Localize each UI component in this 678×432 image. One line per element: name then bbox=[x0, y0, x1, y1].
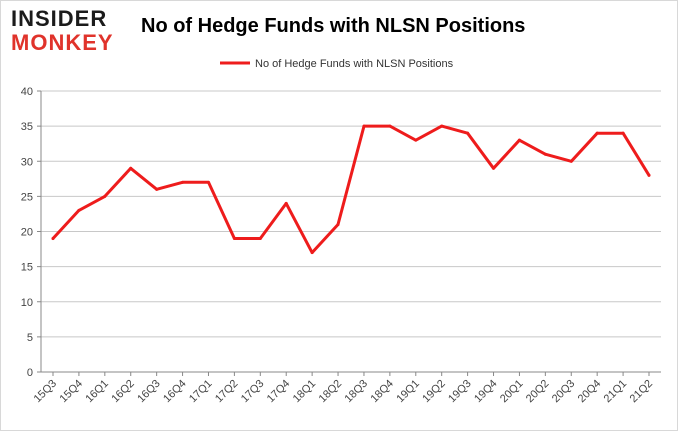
x-tick-label-20Q4: 20Q4 bbox=[576, 378, 604, 406]
x-tick-label-18Q1: 18Q1 bbox=[291, 378, 319, 406]
y-tick-label-30: 30 bbox=[21, 156, 33, 168]
x-tick-label-19Q4: 19Q4 bbox=[472, 378, 500, 406]
data-point-20Q1 bbox=[517, 138, 521, 142]
x-tick-label-19Q1: 19Q1 bbox=[394, 378, 422, 406]
series-line-0 bbox=[51, 124, 651, 255]
chart-title: No of Hedge Funds with NLSN Positions bbox=[141, 15, 526, 37]
x-tick-label-19Q3: 19Q3 bbox=[446, 378, 474, 406]
x-tick-label-15Q3: 15Q3 bbox=[32, 378, 60, 406]
legend-label: No of Hedge Funds with NLSN Positions bbox=[255, 58, 454, 70]
x-tick-label-20Q1: 20Q1 bbox=[498, 378, 526, 406]
x-tick-label-19Q2: 19Q2 bbox=[420, 378, 448, 406]
x-tick-label-18Q4: 18Q4 bbox=[368, 378, 396, 406]
data-point-16Q4 bbox=[181, 180, 185, 184]
y-tick-label-25: 25 bbox=[21, 191, 33, 203]
x-tick-label-16Q3: 16Q3 bbox=[135, 378, 163, 406]
x-tick-labels: 15Q315Q416Q116Q216Q316Q417Q117Q217Q317Q4… bbox=[32, 372, 656, 406]
x-tick-label-21Q2: 21Q2 bbox=[628, 378, 656, 406]
data-point-19Q1 bbox=[414, 138, 418, 142]
x-tick-label-20Q3: 20Q3 bbox=[550, 378, 578, 406]
x-tick-label-17Q3: 17Q3 bbox=[239, 378, 267, 406]
x-tick-label-16Q4: 16Q4 bbox=[161, 378, 189, 406]
y-tick-labels: 0 5 10 15 20 25 30 35 40 bbox=[21, 86, 41, 379]
legend: No of Hedge Funds with NLSN Positions bbox=[220, 58, 454, 70]
data-point-19Q2 bbox=[440, 124, 444, 128]
grid-lines bbox=[41, 90, 661, 338]
x-tick-label-20Q2: 20Q2 bbox=[524, 378, 552, 406]
x-tick-label-18Q3: 18Q3 bbox=[343, 378, 371, 406]
data-point-16Q1 bbox=[103, 194, 107, 198]
y-tick-label-20: 20 bbox=[21, 227, 33, 239]
x-tick-label-15Q4: 15Q4 bbox=[58, 378, 86, 406]
series-lines bbox=[51, 124, 651, 255]
data-point-17Q4 bbox=[284, 201, 288, 205]
data-point-16Q3 bbox=[155, 187, 159, 191]
y-tick-label-5: 5 bbox=[27, 332, 33, 344]
x-tick-label-21Q1: 21Q1 bbox=[602, 378, 630, 406]
data-point-18Q2 bbox=[336, 222, 340, 226]
data-point-20Q3 bbox=[569, 159, 573, 163]
data-point-15Q3 bbox=[51, 237, 55, 241]
logo-line-1: INSIDER bbox=[11, 6, 108, 31]
data-point-19Q3 bbox=[466, 131, 470, 135]
y-tick-label-15: 15 bbox=[21, 262, 33, 274]
data-point-18Q3 bbox=[362, 124, 366, 128]
data-point-16Q2 bbox=[129, 166, 133, 170]
data-point-17Q2 bbox=[232, 237, 236, 241]
x-tick-label-17Q2: 17Q2 bbox=[213, 378, 241, 406]
x-tick-label-17Q1: 17Q1 bbox=[187, 378, 215, 406]
data-point-18Q1 bbox=[310, 251, 314, 255]
data-point-17Q1 bbox=[206, 180, 210, 184]
y-tick-label-35: 35 bbox=[21, 121, 33, 133]
x-tick-label-16Q2: 16Q2 bbox=[109, 378, 137, 406]
data-point-18Q4 bbox=[388, 124, 392, 128]
x-tick-label-17Q4: 17Q4 bbox=[265, 378, 293, 406]
y-tick-label-0: 0 bbox=[27, 367, 33, 379]
data-point-21Q1 bbox=[621, 131, 625, 135]
data-point-17Q3 bbox=[258, 237, 262, 241]
data-point-21Q2 bbox=[647, 173, 651, 177]
data-point-20Q2 bbox=[543, 152, 547, 156]
data-point-20Q4 bbox=[595, 131, 599, 135]
x-tick-label-16Q1: 16Q1 bbox=[83, 378, 111, 406]
x-tick-label-18Q2: 18Q2 bbox=[317, 378, 345, 406]
insider-monkey-logo: INSIDER MONKEY bbox=[11, 7, 131, 57]
data-point-15Q4 bbox=[77, 208, 81, 212]
data-point-19Q4 bbox=[492, 166, 496, 170]
y-tick-label-10: 10 bbox=[21, 297, 33, 309]
y-tick-label-40: 40 bbox=[21, 86, 33, 98]
logo-line-2: MONKEY bbox=[11, 30, 114, 55]
